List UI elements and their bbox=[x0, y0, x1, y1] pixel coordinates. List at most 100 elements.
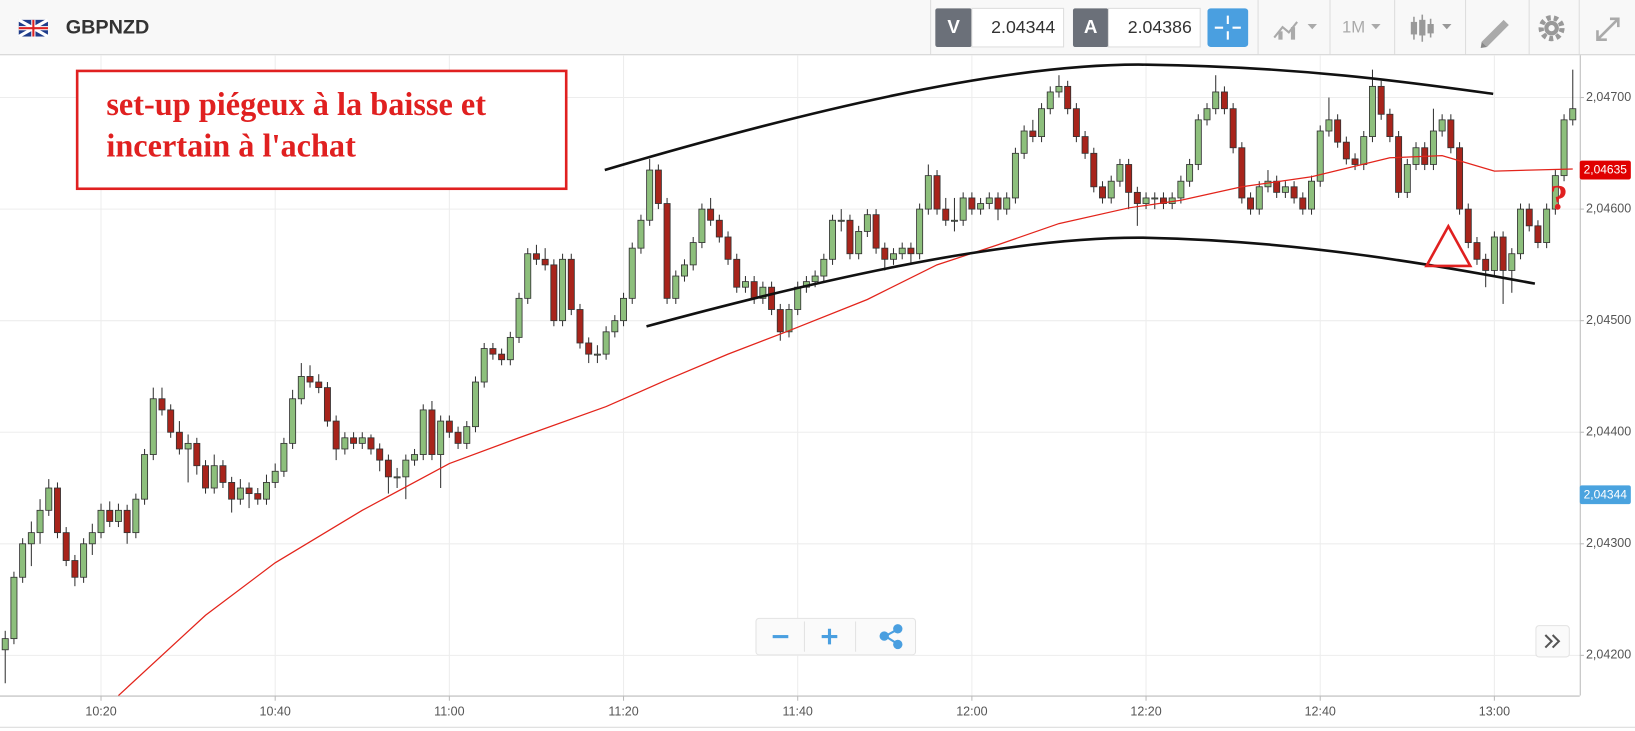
sell-price: 2.04344 bbox=[991, 17, 1055, 37]
candle-body-down bbox=[1064, 85, 1072, 110]
sell-label: V bbox=[947, 16, 960, 37]
candle-body-down bbox=[1029, 130, 1037, 138]
candle-body-down bbox=[733, 258, 741, 288]
candle-body-up bbox=[898, 247, 906, 255]
candle-body-up bbox=[88, 532, 96, 545]
annotation-line: incertain à l'achat bbox=[106, 128, 356, 164]
candle-body-up bbox=[1, 638, 9, 651]
candle-body-up bbox=[593, 353, 601, 356]
candle-body-up bbox=[132, 498, 140, 534]
price-marker bbox=[1579, 485, 1631, 505]
buy-button[interactable] bbox=[1072, 8, 1109, 47]
x-tick-label: 11:40 bbox=[783, 705, 813, 719]
candle-body-down bbox=[350, 437, 358, 444]
x-tick-label: 11:00 bbox=[434, 705, 464, 719]
sell-button[interactable] bbox=[935, 8, 972, 47]
candle-body-up bbox=[472, 381, 479, 428]
candle-body-up bbox=[1142, 197, 1150, 204]
scroll-right-button[interactable] bbox=[1535, 625, 1570, 658]
candle-body-up bbox=[289, 398, 297, 444]
plot bbox=[1, 69, 1577, 696]
candle-body-up bbox=[1551, 175, 1559, 210]
candle-body-up bbox=[1490, 236, 1498, 271]
candle-body-up bbox=[280, 442, 288, 472]
candle-body-up bbox=[210, 465, 218, 489]
candle-body-up bbox=[19, 543, 27, 578]
candle-body-down bbox=[550, 264, 558, 322]
candle-body-down bbox=[1229, 108, 1237, 149]
candle-body-up bbox=[1151, 197, 1159, 200]
candle-body-down bbox=[1081, 136, 1089, 154]
candle-body-down bbox=[1247, 197, 1255, 210]
zoom-in-button[interactable] bbox=[821, 628, 838, 645]
draw-button[interactable] bbox=[1480, 19, 1509, 48]
buy-price-box bbox=[1107, 7, 1201, 48]
y-tick-label: 2,04400 bbox=[1586, 425, 1631, 439]
candle-body-up bbox=[1055, 85, 1063, 93]
chart-type-button[interactable] bbox=[1273, 21, 1317, 40]
candle-body-down bbox=[62, 532, 70, 561]
candle-body-down bbox=[872, 214, 880, 249]
candle-body-down bbox=[323, 387, 331, 422]
x-tick-label: 12:00 bbox=[956, 705, 987, 719]
candle-body-up bbox=[620, 297, 627, 322]
candle-body-up bbox=[36, 509, 44, 534]
candle-body-up bbox=[341, 437, 349, 450]
candle-body-down bbox=[994, 197, 1002, 210]
fullscreen-button[interactable] bbox=[1596, 17, 1620, 41]
candle-body-up bbox=[463, 426, 471, 444]
candle-body-up bbox=[811, 275, 819, 283]
y-tick-label: 2,04600 bbox=[1586, 201, 1631, 215]
candle-body-up bbox=[741, 281, 749, 288]
candle-body-up bbox=[1038, 108, 1046, 138]
dropdown-arrow bbox=[1371, 24, 1381, 30]
timeframe[interactable]: 1M bbox=[1342, 18, 1365, 37]
candle-body-down bbox=[445, 420, 453, 433]
candle-body-up bbox=[80, 543, 88, 578]
candle-body-down bbox=[1334, 119, 1342, 143]
price-marker-label: 2,04635 bbox=[1584, 163, 1628, 177]
candle-body-down bbox=[1299, 197, 1307, 210]
candles-button[interactable] bbox=[1410, 14, 1452, 42]
crosshair-button[interactable] bbox=[1207, 8, 1249, 47]
y-tick-label: 2,04700 bbox=[1586, 90, 1631, 104]
price-marker-label: 2,04344 bbox=[1584, 487, 1628, 501]
candle-body-up bbox=[628, 247, 636, 299]
candle-body-down bbox=[1090, 152, 1098, 188]
candle-body-up bbox=[1438, 119, 1446, 132]
candle-body-up bbox=[1316, 130, 1324, 182]
share-button[interactable] bbox=[879, 624, 903, 650]
candle-body-up bbox=[1543, 208, 1551, 243]
candle-body-up bbox=[646, 169, 654, 221]
candle-body-down bbox=[1534, 225, 1542, 243]
candle-body-up bbox=[1212, 91, 1220, 110]
candle-body-up bbox=[437, 420, 445, 455]
candle-body-up bbox=[1011, 152, 1019, 199]
candle-body-down bbox=[1220, 91, 1228, 110]
price-marker bbox=[1579, 160, 1631, 180]
candle-body-down bbox=[454, 431, 462, 444]
candle-body-down bbox=[54, 487, 61, 534]
candle-body-up bbox=[837, 219, 845, 222]
settings-button[interactable] bbox=[1538, 15, 1565, 42]
candle-body-up bbox=[149, 398, 157, 455]
candle-body-down bbox=[1386, 113, 1394, 138]
candle-body-down bbox=[219, 465, 227, 483]
candle-body-down bbox=[1238, 147, 1246, 199]
warning-triangle bbox=[1424, 223, 1473, 268]
top-bar bbox=[0, 0, 1635, 55]
candle-body-up bbox=[515, 297, 523, 338]
candle-body-down bbox=[306, 376, 314, 383]
candle-body-down bbox=[1125, 164, 1133, 193]
candle-body-down bbox=[1473, 242, 1481, 260]
trend-line-lower bbox=[646, 236, 1536, 328]
candle-body-down bbox=[968, 197, 976, 210]
candle-body-up bbox=[1264, 180, 1272, 188]
candle-body-up bbox=[637, 219, 645, 249]
buy-price: 2.04386 bbox=[1128, 17, 1192, 37]
candle-body-up bbox=[559, 258, 567, 322]
x-tick-label: 10:40 bbox=[260, 705, 291, 719]
candle-body-down bbox=[245, 487, 253, 495]
candle-body-down bbox=[123, 509, 131, 534]
y-tick-label: 2,04300 bbox=[1586, 536, 1631, 550]
